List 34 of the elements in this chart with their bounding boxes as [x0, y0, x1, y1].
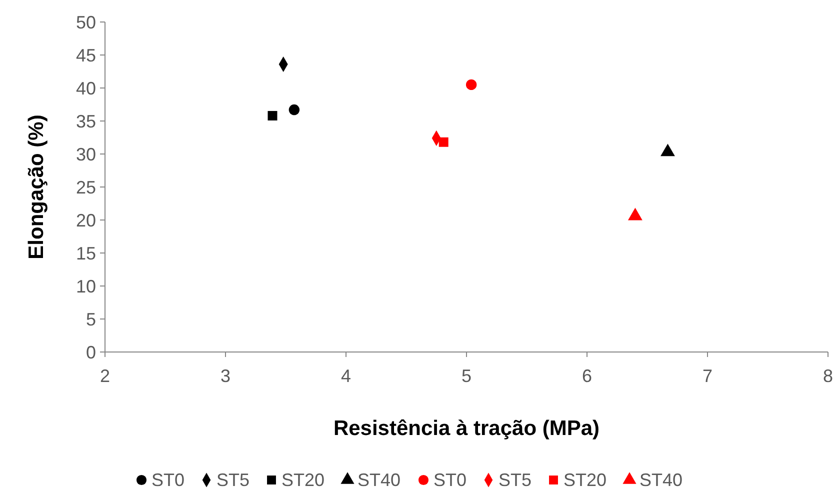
y-tick-label: 45 — [76, 45, 96, 66]
legend-label: ST5 — [498, 470, 532, 490]
x-tick-label: 4 — [340, 366, 352, 386]
x-tick-label: 8 — [822, 366, 834, 386]
x-tick-label: 2 — [100, 366, 110, 386]
y-tick-label: 25 — [76, 177, 96, 198]
y-tick-label: 10 — [76, 276, 96, 296]
point — [268, 110, 278, 120]
x-tick-label: 5 — [461, 366, 472, 386]
legend-label: ST40 — [640, 470, 683, 490]
x-tick-label: 6 — [582, 366, 592, 386]
legend-label: ST20 — [282, 470, 325, 490]
x-axis-title: Resistência à tração (MPa) — [333, 417, 600, 440]
point — [466, 79, 477, 90]
legend-label: ST0 — [152, 470, 185, 490]
y-tick-label: 50 — [76, 12, 96, 32]
legend-label: ST40 — [358, 470, 401, 490]
legend-label: ST5 — [216, 470, 250, 490]
y-tick-label: 15 — [76, 243, 96, 264]
point — [288, 104, 300, 116]
y-tick-label: 40 — [76, 78, 96, 98]
point — [438, 137, 448, 147]
point — [628, 208, 642, 220]
x-tick-label: 7 — [702, 366, 713, 386]
legend-label: ST20 — [564, 470, 607, 490]
y-tick-label: 35 — [76, 111, 96, 132]
y-tick-label: 30 — [76, 144, 96, 164]
y-tick-label: 20 — [76, 210, 96, 230]
legend-label: ST0 — [434, 470, 467, 490]
point — [660, 144, 675, 156]
y-axis-title: Elongação (%) — [25, 114, 48, 260]
x-tick-label: 3 — [220, 366, 231, 386]
y-tick-label: 5 — [86, 309, 96, 330]
y-tick-label: 0 — [86, 342, 96, 362]
